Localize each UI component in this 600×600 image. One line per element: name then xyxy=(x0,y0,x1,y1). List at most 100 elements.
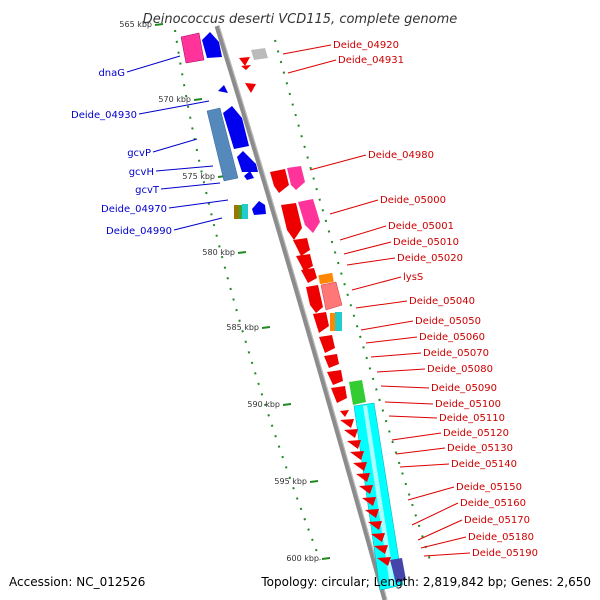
gene-label: Deide_05050 xyxy=(415,316,481,327)
leader-line xyxy=(351,276,402,291)
gene-label: Deide_04990 xyxy=(106,226,172,237)
reverse-strand-genes xyxy=(180,32,266,219)
gene-gcvT xyxy=(244,171,254,180)
leader-line xyxy=(168,199,229,209)
gene-label: Deide_05001 xyxy=(388,221,454,232)
leader-line xyxy=(384,401,434,405)
gene-arrow xyxy=(365,509,379,518)
left-gene-labels: dnaG Deide_04930 gcvP gcvH gcvT Deide_04… xyxy=(71,68,172,237)
right-gene-labels: Deide_04920 Deide_04931 Deide_04980 Deide_0… xyxy=(333,40,538,559)
gene-Deide_05100 xyxy=(331,386,347,403)
gene-label: Deide_05110 xyxy=(439,413,505,424)
gene-cyan-cluster-highlight xyxy=(363,405,395,586)
gene-label: Deide_04970 xyxy=(101,204,167,215)
kbp-tick-mark xyxy=(261,326,271,329)
gene-label: Deide_04920 xyxy=(333,40,399,51)
gene-Deide_05010 xyxy=(293,238,310,256)
leader-line xyxy=(411,502,459,526)
gene-label: gcvH xyxy=(129,167,154,178)
gene-label: Deide_05190 xyxy=(472,548,538,559)
gene-lysS xyxy=(318,272,334,285)
leader-line xyxy=(155,165,214,172)
leader-line xyxy=(365,336,418,344)
gene-Deide_04970-b xyxy=(239,205,242,219)
leader-line xyxy=(376,368,426,373)
kbp-tick-mark xyxy=(309,480,319,483)
gene-label: Deide_05160 xyxy=(460,498,526,509)
gene-arrow xyxy=(344,429,358,438)
accession-text: Accession: NC_012526 xyxy=(9,575,145,589)
gene-Deide_05050 xyxy=(313,312,329,333)
gene-small-570 xyxy=(218,85,228,93)
gene-label: Deide_05000 xyxy=(380,195,446,206)
gene-arrow xyxy=(362,497,376,506)
kbp-tick-label: 595 kbp xyxy=(274,477,307,486)
gene-Deide_04970-a xyxy=(234,205,239,219)
gene-arrow xyxy=(377,557,391,566)
gene-Deide_04990 xyxy=(252,201,266,215)
leader-line xyxy=(152,138,198,153)
leader-line xyxy=(391,432,442,441)
kbp-tick-label: 585 kbp xyxy=(226,323,259,332)
kbp-tick-mark xyxy=(193,98,203,101)
gene-Deide_05060-b xyxy=(335,312,342,331)
gene-pre-dnaG xyxy=(202,32,222,58)
kbp-tick-mark xyxy=(154,23,164,26)
leader-line xyxy=(370,352,422,358)
gene-label: Deide_04930 xyxy=(71,110,137,121)
gene-gcvP xyxy=(206,107,239,182)
gene-arrow xyxy=(368,521,382,530)
leader-line xyxy=(339,225,387,241)
gene-Deide_04931-b xyxy=(241,65,251,70)
gene-Deide_05040-b xyxy=(320,281,343,311)
gene-Deide_05001 xyxy=(298,199,320,233)
leader-line xyxy=(407,486,455,501)
gene-label: Deide_05100 xyxy=(435,399,501,410)
gene-Deide_05020-a xyxy=(296,254,313,271)
leader-line xyxy=(380,385,430,389)
leader-line xyxy=(160,182,221,190)
kbp-ticks: 565 kbp 570 kbp 575 kbp 580 kbp 585 kbp 590 k… xyxy=(119,20,331,563)
gene-Deide_04920 xyxy=(251,48,268,60)
gene-label: Deide_05120 xyxy=(443,428,509,439)
gene-arrow xyxy=(374,545,388,554)
gene-label: gcvT xyxy=(135,185,160,196)
leader-line xyxy=(346,257,396,266)
leader-line xyxy=(138,100,210,115)
leader-line xyxy=(420,536,467,549)
gene-Deide_05190-b xyxy=(390,558,406,583)
leader-line xyxy=(309,154,367,171)
gene-arrow xyxy=(347,440,361,449)
leader-line xyxy=(395,447,446,455)
forward-strand-genes xyxy=(239,48,406,591)
leader-line xyxy=(417,519,463,541)
kbp-tick-label: 565 kbp xyxy=(119,20,152,29)
gene-Deide_04930 xyxy=(223,106,249,149)
gene-label: Deide_05090 xyxy=(431,383,497,394)
kbp-tick-label: 600 kbp xyxy=(286,554,319,563)
kbp-tick-mark xyxy=(237,251,247,254)
leader-line xyxy=(343,241,392,255)
gene-Deide_05090-a xyxy=(327,370,343,385)
gene-Deide_04980-b xyxy=(287,166,305,190)
gene-label: Deide_05060 xyxy=(419,332,485,343)
gene-label: Deide_04980 xyxy=(368,150,434,161)
gene-label: gcvP xyxy=(127,148,151,159)
gene-Deide_05110 xyxy=(340,410,349,417)
gene-arrow xyxy=(356,473,370,482)
kbp-tick-label: 580 kbp xyxy=(202,248,235,257)
leader-line xyxy=(388,415,438,419)
kbp-tick-mark xyxy=(321,557,331,560)
gene-arrow xyxy=(353,462,367,471)
gene-label: Deide_05140 xyxy=(451,459,517,470)
gene-arrow xyxy=(350,451,364,460)
gene-Deide_05020-b xyxy=(301,268,317,283)
gene-Deide_05060-a xyxy=(330,313,335,331)
gene-Deide_05000 xyxy=(281,203,302,240)
gene-Deide_05080 xyxy=(324,354,339,368)
leader-line xyxy=(423,552,471,557)
gene-dnaG xyxy=(180,32,205,64)
leader-line xyxy=(282,44,332,55)
gene-label: dnaG xyxy=(98,68,125,79)
